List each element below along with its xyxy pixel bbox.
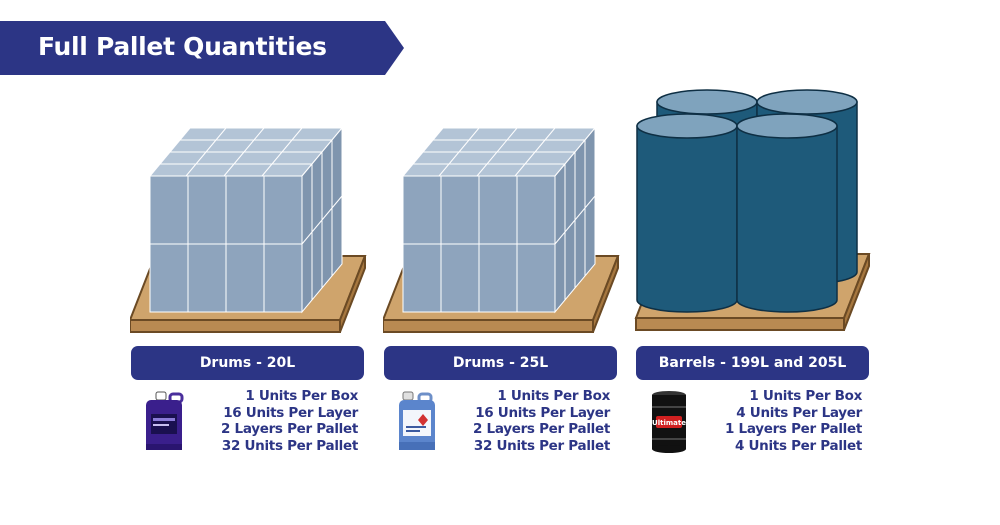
pallet-info-barrels: 1 Units Per Box 4 Units Per Layer 1 Laye… (682, 388, 862, 454)
layers-per-pallet: 1 Layers Per Pallet (725, 421, 862, 437)
units-per-layer: 16 Units Per Layer (475, 404, 610, 421)
black-barrel-icon: Ultimate (652, 391, 686, 453)
label-drums-20l: Drums - 20L (131, 346, 364, 380)
units-per-pallet: 4 Units Per Pallet (735, 437, 862, 454)
label-barrels: Barrels - 199L and 205L (636, 346, 869, 380)
label-drums-25l: Drums - 25L (384, 346, 617, 380)
layers-per-pallet: 2 Layers Per Pallet (221, 421, 358, 437)
units-per-box: 1 Units Per Box (497, 388, 610, 404)
units-per-layer: 4 Units Per Layer (736, 404, 862, 421)
units-per-pallet: 32 Units Per Pallet (221, 437, 358, 454)
purple-jerrycan-icon (146, 391, 184, 450)
units-per-pallet: 32 Units Per Pallet (473, 437, 610, 454)
units-per-box: 1 Units Per Box (749, 388, 862, 404)
barrel-brand-text: Ultimate (652, 419, 686, 427)
barrel-pallet-illustration (634, 89, 871, 331)
units-per-box: 1 Units Per Box (245, 388, 358, 404)
units-per-layer: 16 Units Per Layer (223, 404, 358, 421)
box-pallet-illustration (130, 127, 366, 333)
pallet-info-drums-20l: 1 Units Per Box 16 Units Per Layer 2 Lay… (178, 388, 358, 454)
pallet-info-drums-25l: 1 Units Per Box 16 Units Per Layer 2 Lay… (430, 388, 610, 454)
box-pallet-illustration (383, 127, 619, 333)
layers-per-pallet: 2 Layers Per Pallet (473, 421, 610, 437)
page-title: Full Pallet Quantities (38, 32, 327, 61)
title-banner: Full Pallet Quantities (0, 21, 404, 75)
blue-jerrycan-icon (399, 391, 435, 450)
